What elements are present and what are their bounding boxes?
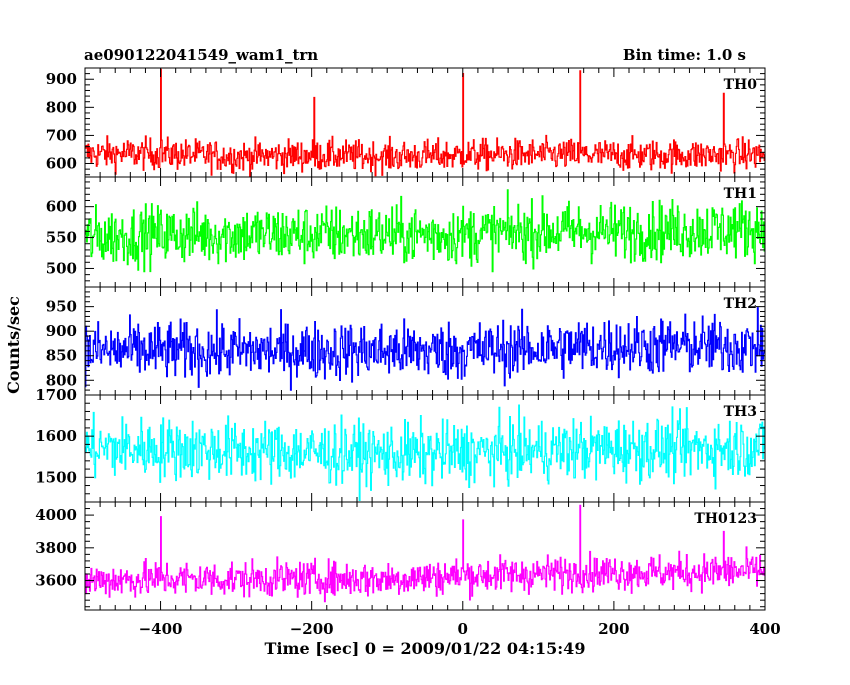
y-axis-title: Counts/sec: [4, 296, 23, 394]
x-tick-label: −400: [139, 620, 183, 638]
panel-th0: 600 700 800 900 TH0: [46, 67, 766, 178]
series-line-th0: [85, 68, 765, 177]
chart-title: ae090122041549_wam1_trn: [84, 46, 318, 64]
series-line-th1: [85, 189, 765, 273]
panel-label-th0123: TH0123: [694, 511, 757, 527]
y-tick-label: 1600: [35, 427, 77, 445]
y-tick-label: 700: [46, 126, 77, 144]
x-tick-label: 0: [458, 620, 468, 638]
panel-label-th3: TH3: [724, 404, 757, 420]
panel-th1: 500 550 600 TH1: [46, 176, 766, 288]
y-tick-label: 600: [46, 155, 77, 173]
y-tick-label: 500: [46, 259, 77, 277]
y-tick-label: 950: [46, 298, 77, 316]
panels-group: 600 700 800 900 TH0 500 550 600 TH1 800 850 900 950 T…: [35, 67, 766, 611]
y-tick-label: 3800: [35, 539, 77, 557]
y-tick-label: 800: [46, 98, 77, 116]
y-tick-label: 800: [46, 371, 77, 389]
panel-th0123: 3600 3800 4000 TH0123: [35, 501, 766, 611]
y-tick-label: 1700: [35, 386, 77, 404]
x-tick-label: −200: [290, 620, 334, 638]
y-tick-label: 600: [46, 198, 77, 216]
y-tick-label: 550: [46, 229, 77, 247]
y-tick-label: 900: [46, 70, 77, 88]
x-axis: −400 −200 0 200 400: [139, 620, 781, 638]
y-tick-label: 3600: [35, 572, 77, 590]
panel-th2: 800 850 900 950 TH2: [46, 286, 766, 396]
y-tick-label: 1500: [35, 468, 77, 486]
y-tick-label: 850: [46, 347, 77, 365]
panel-label-th1: TH1: [724, 186, 757, 202]
x-tick-label: 200: [598, 620, 629, 638]
y-tick-label: 900: [46, 322, 77, 340]
panel-th3: 1500 1600 1700 TH3: [35, 386, 766, 503]
x-axis-title: Time [sec] 0 = 2009/01/22 04:15:49: [265, 639, 586, 658]
series-line-th0123: [85, 504, 765, 603]
panel-label-th0: TH0: [724, 77, 758, 93]
series-line-th2: [85, 307, 765, 391]
x-tick-label: 400: [749, 620, 780, 638]
series-line-th3: [85, 404, 765, 501]
panel-label-th2: TH2: [724, 296, 757, 312]
panel-frame: [84, 67, 766, 178]
y-tick-label: 4000: [35, 506, 77, 524]
panel-frame: [84, 501, 766, 611]
bin-time-label: Bin time: 1.0 s: [623, 46, 746, 64]
